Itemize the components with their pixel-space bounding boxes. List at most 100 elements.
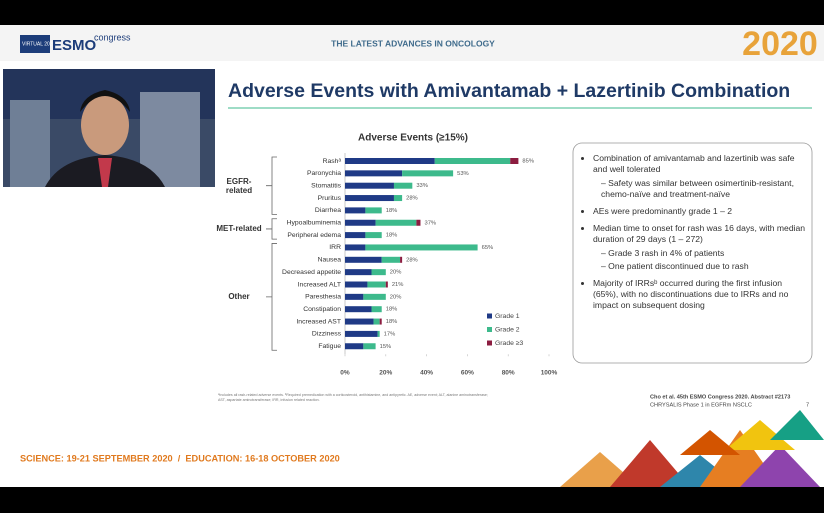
x-tick-label: 40%	[420, 370, 433, 377]
bullet-list: Combination of amivantamab and lazertini…	[581, 153, 807, 311]
slide-title: Adverse Events with Amivantamab + Lazert…	[228, 80, 790, 102]
legend-swatch	[487, 340, 492, 346]
bar-segment	[345, 269, 372, 276]
category-label: Rashᵃ	[323, 158, 342, 165]
bullet-text: AEs were predominantly grade 1 – 2	[593, 206, 733, 216]
x-tick-label: 0%	[340, 370, 350, 377]
total-label: 20%	[390, 294, 402, 300]
group-name: EGFR-related	[225, 176, 253, 195]
bar-segment	[363, 293, 386, 300]
total-label: 53%	[457, 171, 469, 177]
group-label-box: MET-related	[214, 216, 264, 242]
total-label: 18%	[386, 319, 398, 325]
bullet: Median time to onset for rash was 16 day…	[593, 223, 807, 272]
bar-segment	[434, 158, 511, 164]
bar-segment	[379, 318, 382, 325]
bar-segment	[365, 207, 382, 214]
bar-segment	[402, 170, 454, 177]
x-tick-label: 100%	[541, 370, 558, 377]
group-bracket	[266, 156, 277, 215]
category-label: Diarrhea	[315, 207, 341, 214]
sub-bullet: One patient discontinued due to rash	[601, 261, 807, 272]
total-label: 17%	[384, 331, 396, 337]
bar-segment	[416, 219, 421, 226]
category-label: Nausea	[318, 257, 342, 264]
category-label: Fatigue	[318, 343, 341, 350]
bar-segment	[345, 244, 366, 251]
x-tick-label: 60%	[461, 370, 474, 377]
year-logo: 2020	[742, 25, 818, 63]
bullet: Majority of IRRsᵇ occurred during the fi…	[593, 278, 807, 311]
group-label-box: EGFR-related	[214, 173, 264, 199]
logo-virtual: VIRTUAL 2020	[22, 41, 56, 47]
total-label: 21%	[392, 282, 404, 288]
category-label: Stomatitis	[311, 182, 341, 189]
legend-label: Grade 2	[495, 326, 520, 333]
triangle	[725, 420, 795, 450]
bullet-text: Median time to onset for rash was 16 day…	[593, 223, 806, 244]
citation: Cho et al. 45th ESMO Congress 2020. Abst…	[650, 394, 790, 400]
bar-segment	[377, 330, 380, 337]
bar-segment	[345, 232, 366, 239]
footnote: ᵃIncludes all rash-related adverse event…	[218, 393, 488, 402]
bar-segment	[363, 343, 376, 350]
category-label: Increased AST	[296, 318, 341, 325]
category-label: Dizziness	[312, 331, 342, 338]
video-feed	[3, 69, 215, 187]
bullet: AEs were predominantly grade 1 – 2	[593, 206, 807, 217]
bar-segment	[345, 306, 372, 313]
footnote-text: ᵃIncludes all rash-related adverse event…	[218, 393, 488, 402]
video-tie	[98, 158, 112, 187]
triangle	[610, 440, 690, 487]
total-label: 65%	[482, 245, 494, 251]
category-label: Pruritus	[318, 195, 342, 202]
legend-swatch	[487, 327, 492, 332]
total-label: 85%	[522, 159, 534, 165]
category-label: IRR	[329, 244, 341, 251]
x-tick-label: 20%	[379, 370, 392, 377]
category-label: Paronychia	[307, 170, 341, 177]
sub-bullet: Safety was similar between osimertinib-r…	[601, 178, 807, 200]
tagline: THE LATEST ADVANCES IN ONCOLOGY	[331, 38, 495, 48]
bar-segment	[371, 269, 386, 276]
bar-segment	[393, 195, 403, 202]
total-label: 18%	[386, 208, 398, 214]
bar-segment	[345, 182, 394, 189]
triangle	[740, 445, 820, 487]
study: CHRYSALIS Phase 1 in EGFRm NSCLC	[650, 402, 752, 408]
bar-segment	[345, 170, 403, 177]
chart-title: Adverse Events (≥15%)	[358, 133, 468, 144]
bar-segment	[345, 330, 378, 337]
legend-swatch	[487, 313, 492, 319]
bar-segment	[385, 281, 388, 288]
video-building	[10, 100, 50, 187]
category-label: Peripheral edema	[287, 232, 341, 239]
decoration	[560, 410, 824, 487]
legend-label: Grade ≥3	[495, 340, 524, 347]
group-name: MET-related	[216, 224, 262, 234]
notes-list: Combination of amivantamab and lazertini…	[581, 153, 807, 311]
total-label: 28%	[406, 196, 418, 202]
video-face	[81, 95, 129, 155]
bar-segment	[345, 219, 376, 226]
bar-segment	[367, 281, 386, 288]
group-bracket	[266, 243, 277, 351]
category-label: Constipation	[303, 306, 341, 313]
bar-segment	[393, 182, 413, 189]
group-label-box: Other	[214, 284, 264, 310]
bar-segment	[345, 207, 366, 214]
congress-dates: SCIENCE: 19-21 SEPTEMBER 2020 / EDUCATIO…	[20, 453, 340, 463]
total-label: 33%	[416, 183, 428, 189]
logo-esmo: ESMO	[52, 37, 97, 54]
category-label: Increased ALT	[298, 281, 341, 288]
total-label: 20%	[390, 270, 402, 276]
bar-segment	[345, 256, 382, 263]
sub-bullet: Grade 3 rash in 4% of patients	[601, 248, 807, 259]
bar-segment	[365, 232, 382, 239]
bar-segment	[345, 343, 364, 350]
triangle	[770, 410, 824, 440]
chart: 0% 20% 40% 60% 80% 100% Rashᵃ 85% Paronychia 53% S…	[214, 153, 558, 377]
page-number: 7	[806, 402, 809, 408]
bar-segment	[510, 158, 519, 164]
